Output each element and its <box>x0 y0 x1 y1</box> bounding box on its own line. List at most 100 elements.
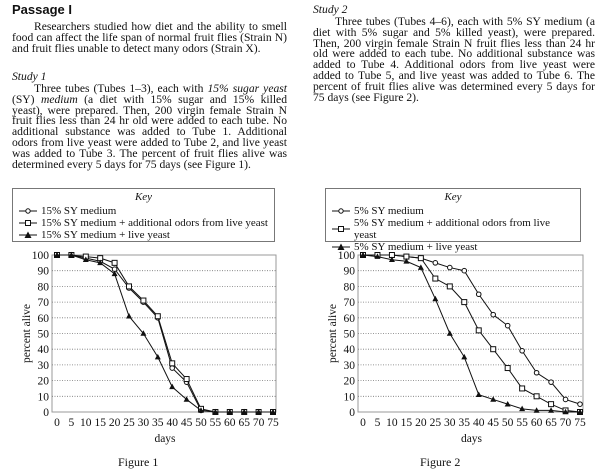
x-tick-label: 70 <box>560 417 572 429</box>
data-point <box>504 322 511 329</box>
key-label: 5% SY medium + additional odors from liv… <box>353 217 551 241</box>
y-tick-label: 40 <box>38 344 50 356</box>
data-point <box>519 385 526 392</box>
y-tick-label: 30 <box>344 360 356 372</box>
data-point <box>432 295 439 302</box>
filled-triangle-line-icon <box>332 243 350 250</box>
y-tick-label: 70 <box>344 297 356 309</box>
y-tick-label: 60 <box>344 313 356 325</box>
data-point <box>548 401 555 408</box>
data-point <box>198 407 204 413</box>
data-point <box>270 408 276 415</box>
x-tick-label: 0 <box>54 417 60 429</box>
data-point <box>490 396 497 402</box>
data-point <box>475 291 482 298</box>
y-axis-label: percent alive <box>21 304 33 363</box>
study1-text-b: (SY) <box>12 92 41 106</box>
x-tick-label: 40 <box>166 417 178 429</box>
x-tick-label: 20 <box>415 417 427 429</box>
x-tick-label: 25 <box>123 417 135 429</box>
x-tick-label: 40 <box>473 417 485 429</box>
open-square-line-icon <box>19 220 37 226</box>
figure1-caption: Figure 1 <box>118 455 159 469</box>
y-tick-label: 90 <box>38 266 50 278</box>
x-axis-label: days <box>154 433 176 445</box>
x-tick-label: 30 <box>138 417 150 429</box>
y-tick-label: 10 <box>38 391 50 403</box>
study2-paragraph: Three tubes (Tubes 4–6), each with 5% SY… <box>313 15 595 104</box>
series-line <box>362 254 580 413</box>
data-point <box>446 283 453 290</box>
x-tick-label: 5 <box>375 417 381 429</box>
x-tick-label: 35 <box>152 417 164 429</box>
x-tick-label: 45 <box>487 417 499 429</box>
series-line <box>57 254 273 413</box>
data-point <box>169 365 175 371</box>
data-point <box>111 270 118 277</box>
data-point <box>388 256 395 263</box>
data-point <box>154 353 161 360</box>
data-point <box>432 275 439 282</box>
y-tick-label: 10 <box>344 391 356 403</box>
key-title: Key <box>444 191 462 203</box>
x-tick-label: 5 <box>69 417 75 429</box>
open-circle-line-icon <box>332 208 350 214</box>
x-tick-label: 0 <box>360 417 366 429</box>
data-point <box>533 393 540 400</box>
y-tick-label: 80 <box>344 281 356 293</box>
data-point <box>475 327 482 334</box>
study1-paragraph: Three tubes (Tubes 1–3), each with 15% s… <box>12 83 287 171</box>
data-point <box>461 267 468 274</box>
x-tick-label: 50 <box>195 417 207 429</box>
data-point <box>374 253 381 259</box>
open-circle-line-icon <box>19 208 37 214</box>
key-label: 15% SY medium + additional odors from li… <box>41 217 268 229</box>
intro-paragraph: Researchers studied how diet and the abi… <box>12 21 287 54</box>
data-point <box>360 251 366 258</box>
data-point <box>82 256 89 263</box>
data-point <box>255 408 262 415</box>
open-square-line-icon <box>332 226 350 232</box>
x-tick-label: 55 <box>210 417 222 429</box>
data-point <box>154 313 161 320</box>
y-tick-label: 30 <box>38 360 50 372</box>
data-point <box>548 379 554 385</box>
x-tick-label: 60 <box>531 417 543 429</box>
data-point <box>490 346 497 353</box>
study2-heading: Study 2 <box>313 3 348 16</box>
data-point <box>562 408 569 415</box>
x-tick-label: 35 <box>459 417 471 429</box>
data-point <box>475 391 482 398</box>
key-title: Key <box>134 191 153 203</box>
key-label: 5% SY medium <box>354 205 424 217</box>
x-tick-label: 75 <box>574 417 586 429</box>
y-tick-label: 90 <box>344 266 356 278</box>
data-point <box>417 255 424 262</box>
data-point <box>140 297 147 304</box>
data-point <box>577 401 583 407</box>
y-tick-label: 100 <box>338 250 356 262</box>
data-point <box>111 259 118 266</box>
study1-text-c: (a diet with 15% sugar and 15% killed ye… <box>12 92 287 171</box>
data-point <box>446 330 453 336</box>
key-label: 15% SY medium + live yeast <box>41 229 170 241</box>
data-point <box>461 299 468 306</box>
key-label: 5% SY medium + live yeast <box>354 241 478 253</box>
figure2-caption: Figure 2 <box>420 455 461 469</box>
figure1-key: Key 15% SY medium 15% SY medium + additi… <box>12 188 275 242</box>
study2-text: Three tubes (Tubes 4–6), each with 5% SY… <box>313 15 595 104</box>
x-tick-label: 20 <box>109 417 121 429</box>
series-line <box>363 254 581 405</box>
data-point <box>226 408 233 415</box>
y-tick-label: 70 <box>38 297 50 309</box>
x-axis-label: days <box>461 433 483 445</box>
y-tick-label: 20 <box>38 376 50 388</box>
study1-term2: medium <box>40 92 78 106</box>
data-point <box>126 283 132 290</box>
x-tick-label: 70 <box>253 417 265 429</box>
data-point <box>533 407 540 413</box>
y-tick-label: 100 <box>32 250 50 262</box>
